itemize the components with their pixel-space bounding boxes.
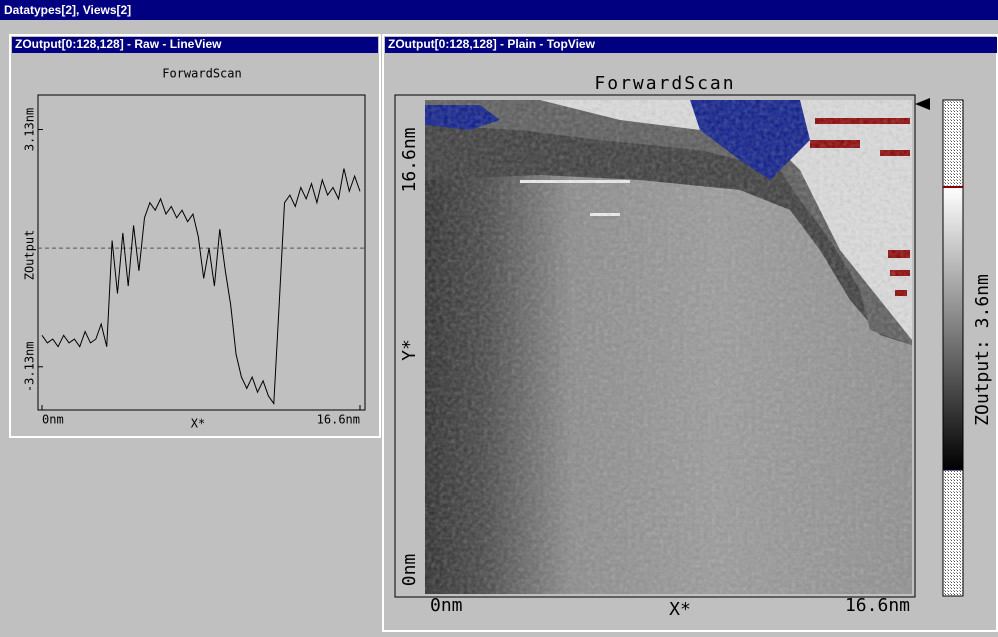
colorbar-label: ZOutput: 3.6nm bbox=[972, 274, 993, 426]
panel-title: ZOutput[0:128,128] - Plain - TopView bbox=[388, 37, 596, 51]
x-left-label: 0nm bbox=[430, 595, 463, 616]
x-axis-label: X* bbox=[669, 599, 691, 620]
panel-title: ZOutput[0:128,128] - Raw - LineView bbox=[15, 37, 222, 51]
x-tick-label: 16.6nm bbox=[317, 413, 360, 427]
x-axis-label: X* bbox=[191, 417, 205, 431]
colorbar bbox=[943, 100, 963, 596]
y-axis-label: Y* bbox=[399, 339, 420, 361]
x-tick-label: 0nm bbox=[42, 413, 64, 427]
y-top-label: 16.6nm bbox=[399, 127, 420, 192]
y-tick-label: -3.13nm bbox=[23, 341, 37, 392]
image-title: ForwardScan bbox=[594, 73, 735, 94]
topography-image bbox=[425, 100, 912, 594]
plot-title: ForwardScan bbox=[162, 67, 241, 81]
x-right-label: 16.6nm bbox=[845, 595, 910, 616]
app-window: Datatypes[2], Views[2] ZOutput[0:128,128… bbox=[0, 0, 998, 637]
top-view-panel: ZOutput[0:128,128] - Plain - TopView For… bbox=[383, 35, 997, 631]
window-title: Datatypes[2], Views[2] bbox=[4, 3, 131, 17]
y-bottom-label: 0nm bbox=[399, 554, 420, 587]
title-bar bbox=[0, 0, 998, 20]
y-axis-label: ZOutput bbox=[23, 230, 37, 281]
line-view-panel: ZOutput[0:128,128] - Raw - LineView Forw… bbox=[10, 35, 380, 437]
y-tick-label: 3.13nm bbox=[23, 108, 37, 151]
